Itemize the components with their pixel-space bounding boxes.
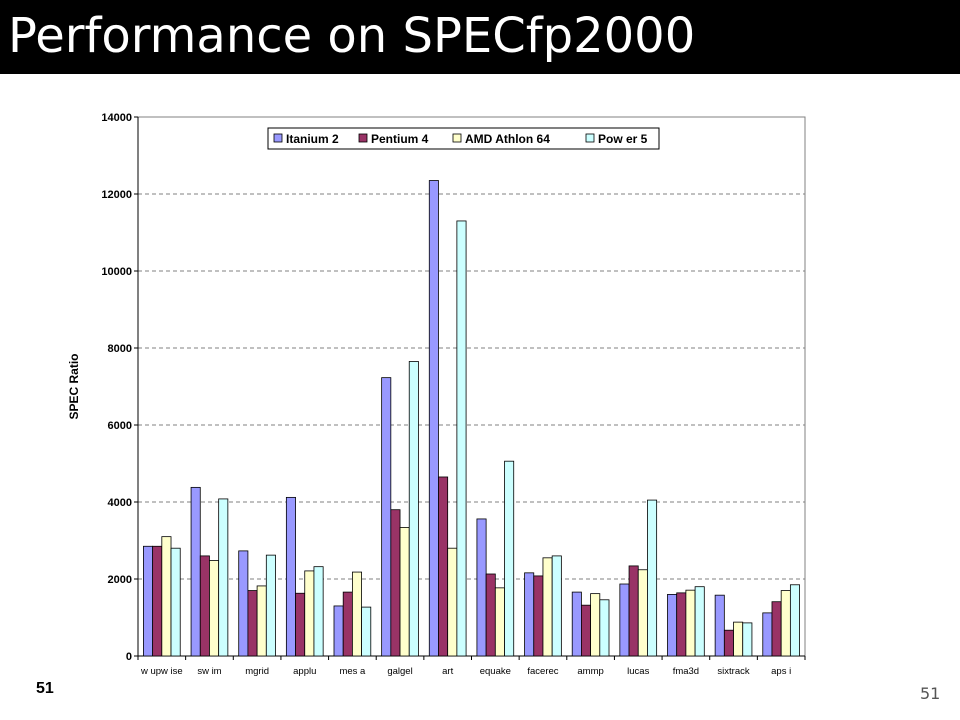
x-tick-label: ammp bbox=[577, 666, 603, 677]
x-tick-label: equake bbox=[480, 666, 511, 677]
bar bbox=[590, 593, 601, 657]
bar bbox=[152, 545, 163, 657]
y-tick-label: 4000 bbox=[108, 497, 132, 509]
bar bbox=[742, 622, 753, 657]
bar bbox=[571, 591, 582, 657]
x-tick-label: applu bbox=[293, 666, 316, 677]
legend-label: Pow er 5 bbox=[598, 132, 648, 146]
bar bbox=[714, 594, 725, 657]
bar bbox=[542, 557, 553, 657]
bar bbox=[265, 554, 276, 657]
bar bbox=[285, 496, 296, 657]
bar bbox=[161, 536, 172, 657]
bar bbox=[789, 584, 800, 657]
bar bbox=[524, 572, 535, 657]
x-tick-label: art bbox=[442, 666, 453, 677]
bar bbox=[485, 573, 496, 657]
x-tick-label: mgrid bbox=[245, 666, 269, 677]
bar bbox=[533, 575, 544, 657]
bar bbox=[295, 592, 306, 657]
x-tick-label: mes a bbox=[339, 666, 366, 677]
bar bbox=[361, 606, 372, 657]
bar bbox=[551, 555, 562, 657]
bar bbox=[170, 547, 181, 657]
bar bbox=[304, 570, 315, 657]
bar bbox=[381, 377, 392, 657]
bar bbox=[733, 621, 744, 657]
bar bbox=[408, 361, 419, 657]
bar bbox=[438, 476, 449, 657]
x-tick-label: w upw ise bbox=[140, 666, 183, 677]
bar bbox=[456, 220, 467, 657]
bar bbox=[762, 612, 773, 657]
x-tick-label: sw im bbox=[197, 666, 221, 677]
legend-label: AMD Athlon 64 bbox=[465, 132, 550, 146]
slide-title: Performance on SPECfp2000 bbox=[8, 8, 696, 64]
bar bbox=[676, 592, 687, 657]
bar bbox=[494, 587, 505, 657]
x-tick-label: facerec bbox=[527, 666, 558, 677]
x-tick-label: sixtrack bbox=[717, 666, 749, 677]
bar bbox=[199, 555, 210, 657]
bar bbox=[256, 585, 267, 657]
legend-swatch bbox=[452, 133, 462, 143]
plot-area bbox=[137, 116, 806, 657]
x-tick-label: galgel bbox=[387, 666, 412, 677]
bar bbox=[218, 498, 229, 657]
y-tick-label: 0 bbox=[126, 651, 132, 663]
bar bbox=[599, 599, 610, 657]
y-tick-label: 10000 bbox=[101, 266, 132, 278]
bar bbox=[238, 550, 249, 657]
slide-number-right: 51 bbox=[920, 684, 941, 703]
bar bbox=[619, 583, 630, 657]
bar bbox=[399, 527, 410, 657]
slide-number-left: 51 bbox=[36, 680, 54, 697]
y-tick-label: 8000 bbox=[108, 343, 132, 355]
legend-swatch bbox=[358, 133, 368, 143]
bar bbox=[685, 589, 696, 657]
legend-label: Itanium 2 bbox=[286, 132, 339, 146]
bar bbox=[428, 180, 439, 657]
bar bbox=[342, 591, 353, 657]
bar bbox=[143, 545, 154, 657]
y-tick-label: 6000 bbox=[108, 420, 132, 432]
x-tick-label: aps i bbox=[771, 666, 791, 677]
bar bbox=[447, 547, 458, 657]
bar bbox=[647, 499, 658, 657]
x-tick-label: fma3d bbox=[673, 666, 699, 677]
legend-swatch bbox=[585, 133, 595, 143]
bar bbox=[771, 601, 782, 657]
bar bbox=[628, 565, 639, 657]
legend-swatch bbox=[273, 133, 283, 143]
title-bar: Performance on SPECfp2000 bbox=[0, 0, 960, 74]
bar bbox=[333, 605, 344, 657]
bar bbox=[190, 486, 201, 657]
bar bbox=[581, 604, 592, 657]
bar bbox=[476, 518, 487, 657]
bar bbox=[780, 590, 791, 657]
bar bbox=[351, 571, 362, 657]
bar bbox=[313, 566, 324, 657]
bar bbox=[667, 594, 678, 657]
legend-label: Pentium 4 bbox=[371, 132, 429, 146]
bar bbox=[504, 460, 515, 657]
y-tick-label: 14000 bbox=[101, 112, 132, 124]
y-tick-label: 12000 bbox=[101, 189, 132, 201]
bar bbox=[209, 560, 220, 657]
y-tick-label: 2000 bbox=[108, 574, 132, 586]
bar bbox=[637, 569, 648, 657]
bar bbox=[723, 629, 734, 657]
y-axis-label: SPEC Ratio bbox=[67, 353, 81, 419]
bar bbox=[694, 586, 705, 657]
bar bbox=[247, 590, 258, 657]
x-tick-label: lucas bbox=[627, 666, 649, 677]
bar bbox=[390, 509, 401, 657]
legend-box bbox=[267, 127, 660, 150]
